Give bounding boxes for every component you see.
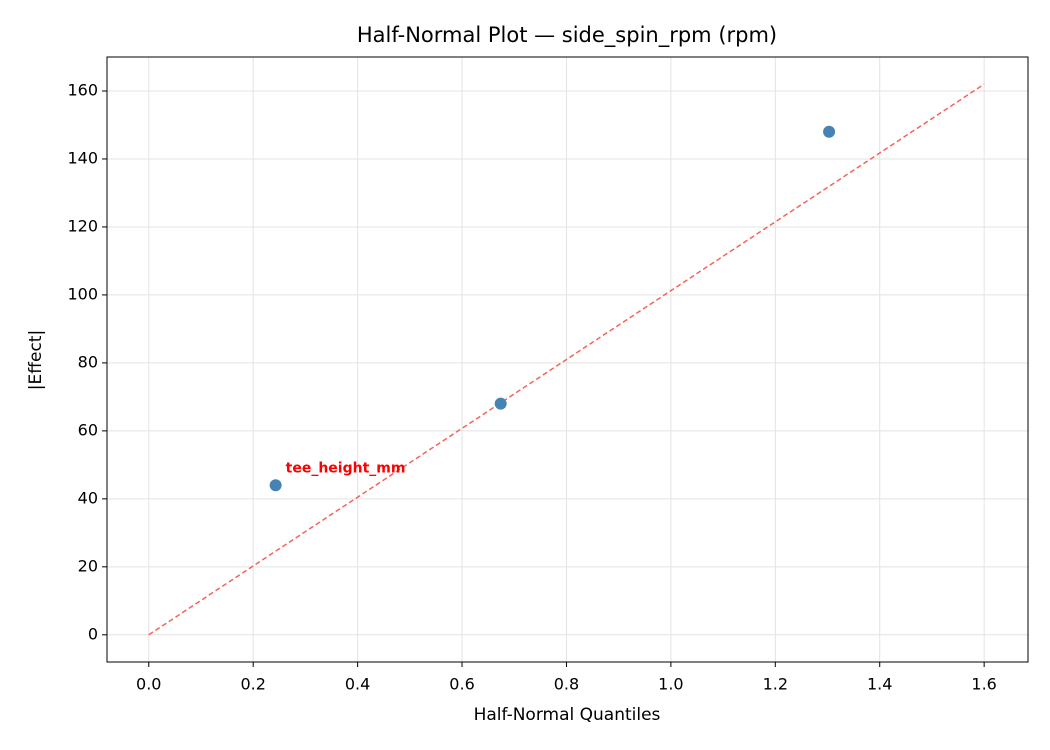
x-tick-label: 0.6 — [449, 675, 474, 694]
x-axis-label: Half-Normal Quantiles — [474, 705, 661, 725]
y-tick-label: 160 — [67, 80, 98, 99]
point — [494, 397, 507, 410]
x-tick-label: 0.4 — [345, 675, 370, 694]
y-tick-label: 20 — [78, 556, 98, 575]
point — [823, 125, 836, 138]
y-tick-label: 60 — [78, 420, 98, 439]
x-tick-label: 1.4 — [867, 675, 892, 694]
x-tick-label: 0.2 — [240, 675, 265, 694]
plot-frame — [106, 56, 1029, 663]
y-axis-label: |Effect| — [26, 330, 46, 390]
point — [269, 479, 282, 492]
reference-line — [148, 83, 985, 636]
x-tick-label: 1.2 — [763, 675, 788, 694]
y-tick-label: 120 — [67, 216, 98, 235]
x-tick-label: 1.0 — [658, 675, 683, 694]
annotation: tee_height_mm — [286, 460, 406, 476]
y-tick-label: 40 — [78, 488, 98, 507]
x-tick-label: 0.0 — [136, 675, 161, 694]
x-tick-label: 1.6 — [971, 675, 996, 694]
y-tick-label: 100 — [67, 284, 98, 303]
y-tick-label: 140 — [67, 148, 98, 167]
y-tick-label: 80 — [78, 352, 98, 371]
y-tick-label: 0 — [88, 624, 98, 643]
x-tick-label: 0.8 — [554, 675, 579, 694]
chart-title: Half-Normal Plot — side_spin_rpm (rpm) — [357, 23, 777, 48]
